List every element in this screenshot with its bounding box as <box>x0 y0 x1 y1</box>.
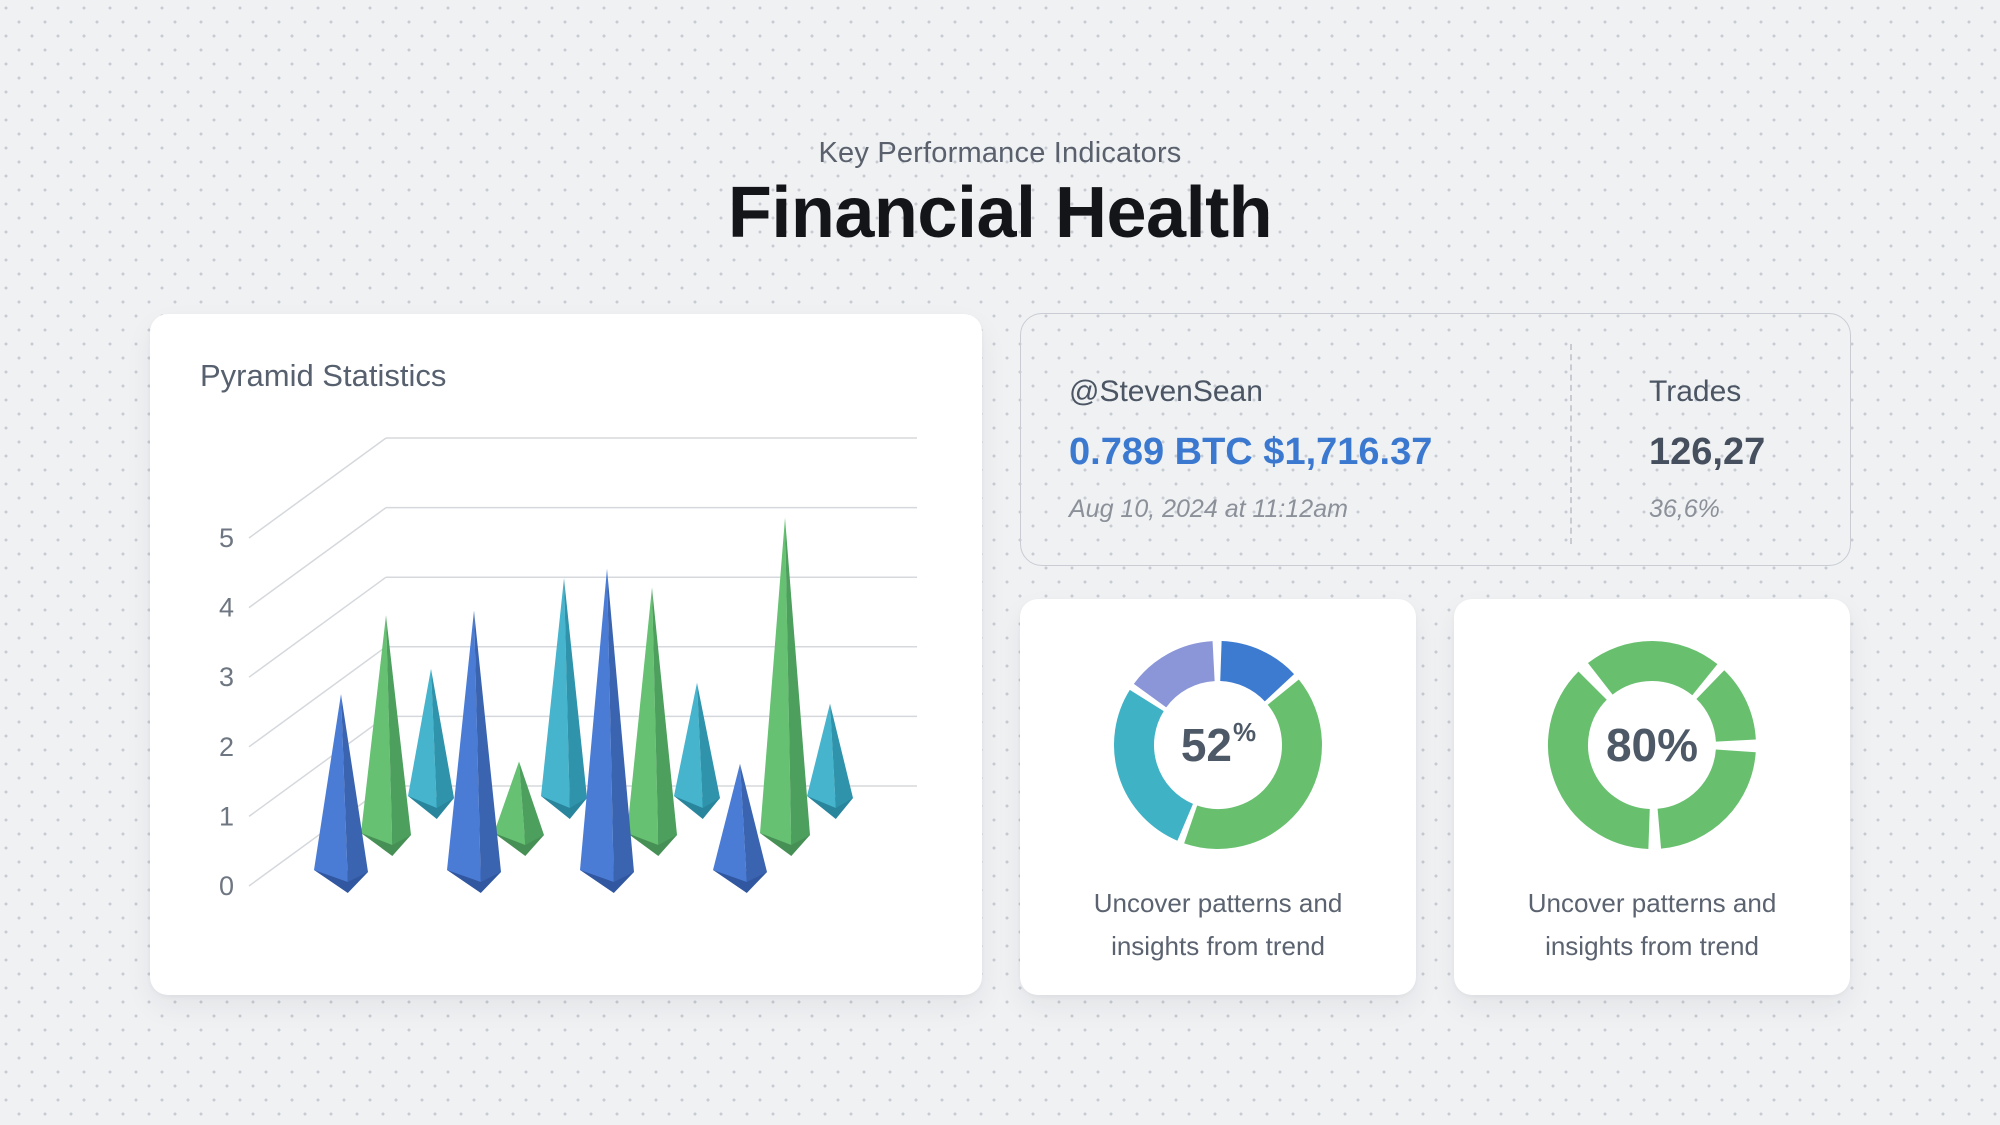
donut-segment-blue <box>1219 641 1295 702</box>
donut-caption: Uncover patterns and insights from trend <box>1020 882 1416 968</box>
donut-caption-line1: Uncover patterns and <box>1527 888 1777 918</box>
pyramid-series-teal-group3 <box>674 682 720 819</box>
donut-chart-80 <box>1548 641 1756 849</box>
trades-percent: 36,6% <box>1649 495 1720 523</box>
pyramid-series-blue-group2 <box>447 610 501 893</box>
pyramid-series-teal-group4 <box>807 703 853 819</box>
pyramid-face-light <box>807 703 836 808</box>
donut-percent-value: 52 <box>1180 719 1233 771</box>
pyramid-face-light <box>760 517 792 845</box>
grid-tick-0 <box>248 785 387 887</box>
y-axis-label-2: 2 <box>219 732 234 762</box>
donut-segment-purple <box>1133 641 1216 709</box>
pyramid-face-dark <box>607 568 634 882</box>
pyramid-face-light <box>627 587 659 845</box>
pyramid-face-dark <box>652 587 677 845</box>
pyramid-face-dark <box>431 668 454 808</box>
donut-card-52: 52% Uncover patterns and insights from t… <box>1020 599 1416 995</box>
grid-tick-1 <box>248 715 387 818</box>
y-axis-label-4: 4 <box>219 593 234 623</box>
donut-caption-line1: Uncover patterns and <box>1093 888 1343 918</box>
pyramid-face-dark <box>474 610 501 882</box>
trades-label: Trades <box>1649 375 1742 408</box>
pyramid-series-blue-group3 <box>580 568 634 893</box>
account-handle: @StevenSean <box>1069 375 1263 408</box>
donut-segment-green-3 <box>1656 748 1756 849</box>
pyramid-face-light <box>361 615 393 845</box>
pyramid-series-green-group4 <box>760 517 810 856</box>
pyramid-face-dark <box>386 615 411 845</box>
pyramid-face-light <box>447 610 481 882</box>
donut-segment-green-2 <box>1695 670 1756 743</box>
pyramid-chart-card: Pyramid Statistics 0 1 2 3 4 5 <box>150 314 982 995</box>
trades-column: Trades 126,27 36,6% <box>1649 372 1765 526</box>
donut-caption-line2: insights from trend <box>1545 931 1759 961</box>
pyramid-face-dark <box>519 761 544 845</box>
pyramid-series-green-group2 <box>494 761 544 856</box>
grid-tick-3 <box>248 576 387 678</box>
eyebrow-label: Key Performance Indicators <box>818 137 1182 169</box>
pyramid-face-dark <box>697 682 720 808</box>
pyramid-face-dark <box>740 763 767 882</box>
pyramid-series-teal-group1 <box>408 668 454 819</box>
donut-center-label: 80% <box>1454 635 1850 855</box>
pyramid-series-blue-group1 <box>314 694 368 893</box>
donut-center-label: 52% <box>1180 717 1257 771</box>
grid-tick-5 <box>248 437 387 539</box>
donut-segment-teal <box>1114 689 1194 841</box>
donut-segment-green <box>1184 679 1322 849</box>
y-axis-label-5: 5 <box>219 523 234 553</box>
donut-caption-line2: insights from trend <box>1111 931 1325 961</box>
account-column: @StevenSean 0.789 BTC $1,716.37 Aug 10, … <box>1069 372 1432 526</box>
pyramid-face-light <box>674 682 703 808</box>
pyramid-face-light <box>314 694 348 882</box>
pyramid-face-light <box>494 761 526 845</box>
pyramid-face-dark <box>564 578 587 808</box>
grid-tick-2 <box>248 646 387 748</box>
trades-value: 126,27 <box>1649 431 1766 473</box>
pyramid-face-light <box>713 763 747 882</box>
donut-card-80: 80% Uncover patterns and insights from t… <box>1454 599 1850 995</box>
pyramid-face-light <box>541 578 570 808</box>
pyramid-chart-title: Pyramid Statistics <box>200 358 447 393</box>
grid-tick-4 <box>248 506 387 609</box>
pyramid-chart: 0 1 2 3 4 5 <box>219 437 917 901</box>
stats-divider <box>1570 344 1572 544</box>
pyramid-face-dark <box>785 517 810 845</box>
donut-segment-green-4 <box>1548 671 1651 849</box>
y-axis-label-1: 1 <box>219 801 234 831</box>
pyramid-series-green-group1 <box>361 615 411 856</box>
pyramid-face-dark <box>830 703 853 808</box>
pyramid-series-teal-group2 <box>541 578 587 819</box>
account-timestamp: Aug 10, 2024 at 11:12am <box>1069 495 1348 523</box>
donut-chart-52 <box>1114 641 1322 849</box>
account-stats-card: @StevenSean 0.789 BTC $1,716.37 Aug 10, … <box>1020 313 1851 566</box>
page-title: Financial Health <box>727 173 1273 253</box>
pyramid-series-green-group3 <box>627 587 677 856</box>
account-amount: 0.789 BTC $1,716.37 <box>1069 431 1433 473</box>
pyramid-face-light <box>408 668 437 808</box>
donut-caption: Uncover patterns and insights from trend <box>1454 882 1850 968</box>
pyramid-face-dark <box>341 694 368 882</box>
donut-percent-value: 80% <box>1605 719 1699 771</box>
y-axis-label-3: 3 <box>219 662 234 692</box>
y-axis-label-0: 0 <box>219 871 234 901</box>
pyramid-face-light <box>580 568 614 882</box>
pyramid-series-blue-group4 <box>713 763 767 893</box>
donut-segment-green-1 <box>1587 641 1718 696</box>
